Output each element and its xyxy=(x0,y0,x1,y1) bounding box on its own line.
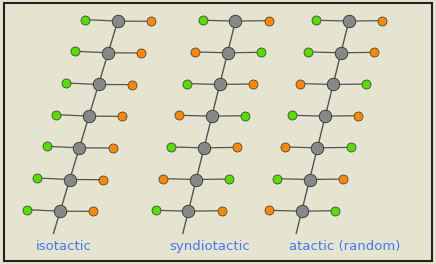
Text: syndiotactic: syndiotactic xyxy=(169,241,250,253)
Text: isotactic: isotactic xyxy=(35,241,91,253)
Text: atactic (random): atactic (random) xyxy=(289,241,400,253)
